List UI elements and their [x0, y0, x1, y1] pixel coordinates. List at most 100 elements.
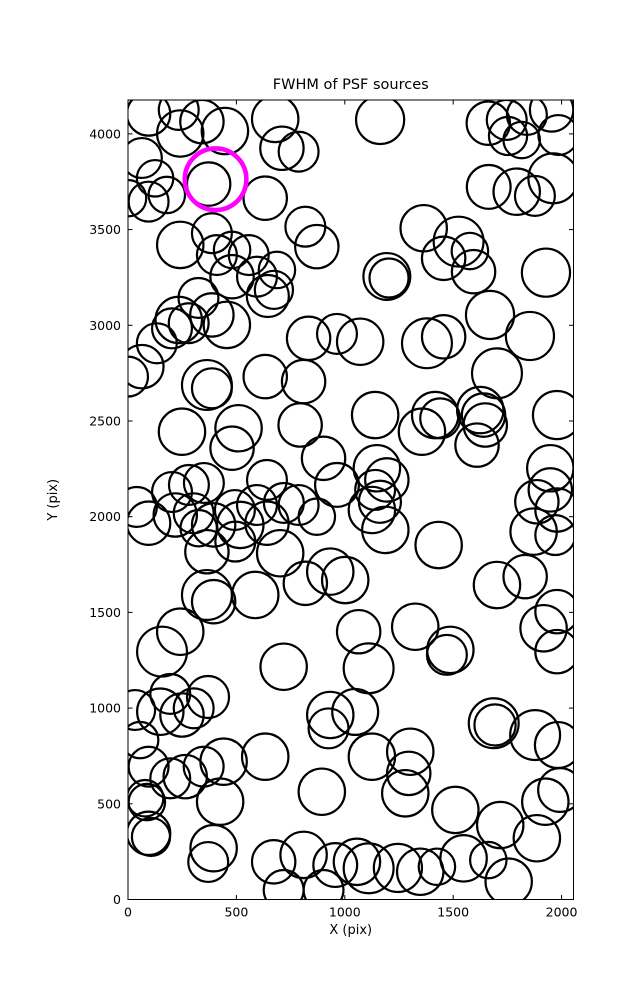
psf-source-circle	[157, 100, 200, 131]
chart-title: FWHM of PSF sources	[273, 77, 429, 93]
psf-source-circle	[180, 568, 233, 622]
psf-source-circle	[464, 289, 516, 341]
psf-source-circle	[521, 777, 570, 826]
psf-source-circle	[128, 178, 148, 218]
psf-source-circle	[425, 633, 468, 676]
psf-source-circle	[257, 250, 297, 290]
psf-source-circle	[300, 435, 347, 482]
psf-source-circle	[297, 767, 347, 817]
psf-source-circle	[420, 313, 467, 360]
psf-source-circle	[399, 203, 448, 253]
psf-source-circle	[302, 868, 345, 900]
psf-source-circle	[190, 212, 233, 255]
scatter-points-layer	[128, 100, 574, 900]
psf-source-circle	[189, 292, 235, 338]
y-tick-label: 4000	[89, 126, 121, 141]
x-tick-label: 500	[224, 905, 248, 920]
psf-source-circle	[400, 317, 453, 370]
psf-source-circle	[431, 785, 480, 835]
psf-source-circle	[128, 343, 165, 390]
psf-source-circle	[473, 703, 517, 747]
psf-source-circle	[179, 100, 225, 145]
psf-source-circle	[312, 842, 359, 889]
psf-source-circle	[214, 520, 257, 563]
psf-source-circle	[357, 479, 403, 524]
psf-source-circle	[450, 231, 490, 271]
psf-source-circle	[526, 443, 574, 493]
psf-source-circle	[235, 483, 279, 527]
psf-source-circle	[128, 500, 172, 546]
psf-source-circle	[255, 528, 305, 578]
psf-source-circle	[513, 174, 556, 217]
psf-source-circle	[155, 607, 205, 657]
x-tick-label: 2000	[546, 905, 578, 920]
psf-source-circle	[420, 235, 467, 282]
psf-source-circle	[467, 697, 520, 750]
psf-source-circle	[368, 257, 410, 299]
psf-source-circle	[414, 520, 463, 570]
psf-source-circle	[155, 109, 205, 158]
axis-ticks-layer: 0 500 1000 1500 2000 0 500 1000 1500 2000 2500 3000…	[89, 100, 578, 920]
psf-source-circle	[245, 458, 289, 501]
psf-source-circle	[284, 205, 327, 248]
psf-source-circle	[200, 106, 250, 156]
psf-source-circle	[534, 487, 574, 533]
psf-source-circle	[519, 603, 568, 653]
psf-source-circle	[259, 642, 308, 692]
psf-source-circle	[342, 842, 395, 895]
psf-source-circle	[305, 547, 355, 596]
psf-source-circle	[214, 403, 263, 453]
psf-source-circle	[128, 720, 160, 760]
psf-source-circle	[285, 315, 332, 362]
psf-source-circle	[305, 690, 355, 740]
psf-source-circle	[417, 847, 457, 887]
psf-source-circle	[128, 355, 150, 398]
psf-source-circle	[534, 628, 574, 675]
psf-source-circle	[450, 248, 497, 295]
psf-source-circle	[199, 737, 248, 786]
psf-source-circle	[279, 830, 328, 880]
psf-source-circle	[492, 167, 541, 216]
psf-source-circle	[167, 463, 210, 506]
psf-source-circle	[352, 443, 402, 493]
y-tick-label: 2000	[89, 509, 121, 524]
psf-source-circle	[470, 347, 524, 400]
psf-source-circle	[242, 175, 289, 221]
psf-source-circle	[509, 709, 562, 762]
psf-source-circle	[202, 300, 252, 350]
psf-source-circle	[455, 385, 505, 435]
psf-source-circle	[277, 483, 320, 527]
highlight-circle	[182, 146, 249, 213]
psf-source-circle	[439, 834, 488, 883]
psf-source-circle	[534, 588, 574, 635]
psf-source-circle	[190, 578, 237, 625]
psf-source-circle	[277, 402, 323, 448]
psf-source-circle	[190, 367, 233, 410]
psf-source-circle	[130, 816, 172, 858]
psf-source-circle	[240, 732, 290, 782]
psf-source-circle	[297, 497, 337, 536]
psf-source-circle	[128, 100, 172, 137]
psf-source-circle	[485, 100, 528, 141]
psf-source-circle	[242, 353, 289, 400]
psf-source-circle	[190, 502, 237, 548]
psf-source-circle	[350, 390, 400, 440]
psf-source-circle	[149, 757, 192, 800]
psf-source-circle	[154, 295, 204, 345]
psf-source-circle	[520, 247, 572, 298]
x-tick-label: 0	[124, 905, 132, 920]
psf-source-circle	[150, 307, 194, 350]
psf-source-circle	[465, 163, 512, 210]
psf-source-circle	[372, 842, 424, 894]
psf-source-circle	[527, 467, 574, 513]
y-tick-label: 0	[113, 892, 121, 907]
psf-source-circle	[128, 688, 157, 732]
psf-source-circle	[432, 215, 485, 268]
psf-source-circle	[259, 125, 305, 172]
psf-source-circle	[235, 255, 279, 298]
psf-source-circle	[537, 113, 574, 157]
psf-source-circle	[335, 608, 382, 655]
psf-source-circle	[182, 461, 225, 505]
psf-source-circle	[484, 857, 533, 900]
psf-source-circle	[419, 397, 462, 440]
